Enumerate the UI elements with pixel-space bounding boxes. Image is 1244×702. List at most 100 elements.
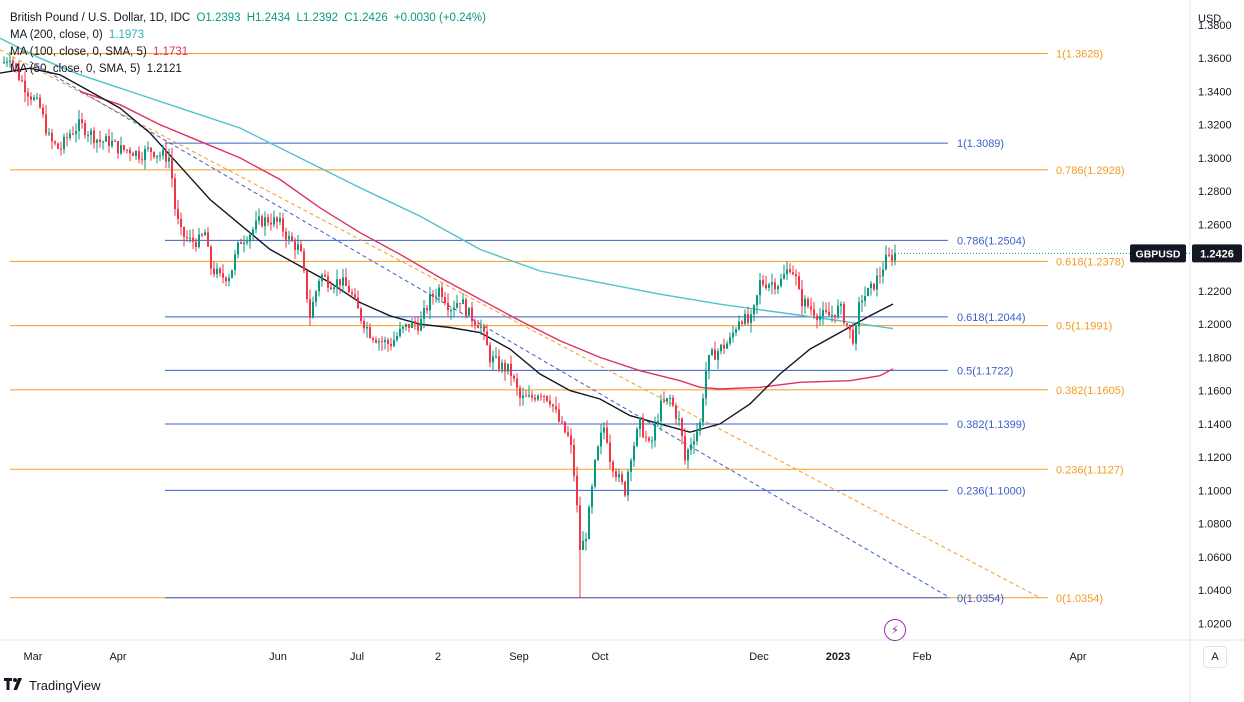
candle-body xyxy=(288,236,290,240)
candle-body xyxy=(120,145,122,154)
candle xyxy=(375,336,377,344)
candle xyxy=(651,436,653,449)
candle xyxy=(507,363,509,375)
candle xyxy=(531,390,533,402)
candle-body xyxy=(222,273,224,278)
candle-body xyxy=(336,279,338,288)
candle-body xyxy=(456,303,458,308)
candle xyxy=(759,273,761,305)
candle xyxy=(228,273,230,287)
candle xyxy=(744,309,746,326)
candle xyxy=(348,279,350,294)
fib-orange-label-0: 1(1.3628) xyxy=(1056,49,1103,61)
candle-body xyxy=(300,244,302,252)
candle xyxy=(135,150,137,160)
candle-body xyxy=(174,178,176,209)
candle-body xyxy=(531,395,533,398)
candle-body xyxy=(738,321,740,330)
fib-blue-label-2: 0.618(1.2044) xyxy=(957,312,1026,324)
candle-body xyxy=(825,310,827,312)
candle xyxy=(195,238,197,252)
candle-body xyxy=(432,293,434,297)
candle xyxy=(678,410,680,427)
legend-ma100-value: 1.1731 xyxy=(152,46,189,58)
candle-body xyxy=(585,538,587,541)
candle-body xyxy=(663,400,665,402)
candle xyxy=(828,301,830,316)
fib-blue-label-6: 0(1.0354) xyxy=(957,593,1004,605)
candle-body xyxy=(702,398,704,423)
tradingview-brand[interactable]: TradingView xyxy=(4,678,101,693)
y-tick-label-2: 1.3400 xyxy=(1198,86,1232,98)
candle xyxy=(396,331,398,343)
candle-body xyxy=(450,310,452,312)
legend-ma50-row[interactable]: MA (50, close, 0, SMA, 5) 1.2121 xyxy=(10,61,486,78)
candle-body xyxy=(801,289,803,307)
candle-body xyxy=(375,339,377,343)
candle xyxy=(495,347,497,359)
candle-body xyxy=(246,241,248,243)
fib-orange-label-6: 0(1.0354) xyxy=(1056,593,1103,605)
candle-body xyxy=(762,280,764,285)
candle-body xyxy=(60,148,62,150)
candle-body xyxy=(879,275,881,277)
candle-body xyxy=(132,153,134,156)
candle-body xyxy=(471,307,473,322)
candle xyxy=(630,458,632,482)
candle xyxy=(411,317,413,329)
candle-body xyxy=(876,275,878,290)
candle-body xyxy=(378,341,380,343)
candle xyxy=(546,395,548,403)
candle-body xyxy=(18,67,20,80)
candle xyxy=(363,318,365,334)
candle xyxy=(417,316,419,335)
candle xyxy=(141,151,143,165)
candle-body xyxy=(12,60,14,64)
candle xyxy=(144,145,146,170)
candle xyxy=(693,433,695,454)
candle-body xyxy=(510,363,512,376)
candle xyxy=(864,286,866,307)
legend-symbol-row: British Pound / U.S. Dollar, 1D, IDC O1.… xyxy=(10,10,486,27)
candle xyxy=(837,299,839,320)
candle-body xyxy=(243,242,245,244)
candle xyxy=(129,146,131,162)
candle xyxy=(453,300,455,317)
candle xyxy=(498,349,500,373)
candle xyxy=(456,294,458,309)
auto-scale-button[interactable]: A xyxy=(1203,646,1227,668)
candle-body xyxy=(609,442,611,463)
candle xyxy=(597,445,599,462)
lightning-icon[interactable]: ⚡ xyxy=(884,619,906,641)
candle xyxy=(570,428,572,454)
y-tick-label-10: 1.1800 xyxy=(1198,352,1232,364)
candle-body xyxy=(666,398,668,402)
legend-ma100-row[interactable]: MA (100, close, 0, SMA, 5) 1.1731 xyxy=(10,44,486,61)
ma50-line xyxy=(0,67,894,433)
candle-body xyxy=(318,280,320,292)
candle xyxy=(510,355,512,386)
candle-body xyxy=(639,417,641,429)
candle-body xyxy=(690,444,692,450)
candle-body xyxy=(231,269,233,278)
candle xyxy=(189,229,191,243)
candle xyxy=(834,314,836,324)
candle xyxy=(501,359,503,374)
candle-body xyxy=(828,311,830,316)
candle xyxy=(801,280,803,315)
legend-ma200-row[interactable]: MA (200, close, 0) 1.1973 xyxy=(10,27,486,44)
candle-body xyxy=(513,375,515,379)
symbol-tag-label: GBPUSD xyxy=(1136,248,1181,260)
candle xyxy=(444,291,446,306)
candle xyxy=(138,146,140,164)
candle-body xyxy=(144,148,146,161)
candle xyxy=(258,208,260,225)
candle xyxy=(24,71,26,103)
candle-body xyxy=(438,287,440,297)
legend-ma50-value: 1.2121 xyxy=(146,63,182,75)
candle-body xyxy=(681,418,683,436)
candle-body xyxy=(135,150,137,156)
candle xyxy=(111,132,113,149)
candle xyxy=(294,237,296,260)
